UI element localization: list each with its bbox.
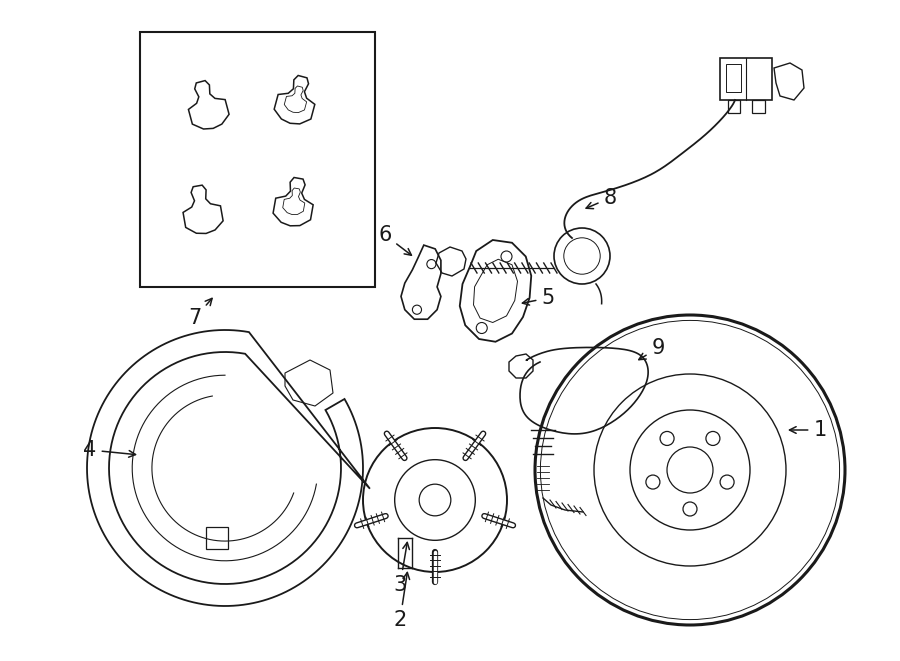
Text: 3: 3: [393, 543, 410, 595]
Text: 1: 1: [789, 420, 826, 440]
Text: 9: 9: [639, 338, 665, 360]
Text: 6: 6: [378, 225, 411, 255]
Text: 2: 2: [393, 572, 410, 630]
Text: 4: 4: [84, 440, 136, 460]
Bar: [728, 100, 741, 114]
Bar: [752, 100, 765, 114]
Bar: [720, 58, 772, 100]
Text: 8: 8: [586, 188, 616, 209]
Bar: [140, 32, 375, 287]
Bar: [206, 527, 228, 549]
Text: 7: 7: [188, 298, 212, 328]
Text: 5: 5: [522, 288, 554, 308]
Bar: [726, 64, 741, 92]
